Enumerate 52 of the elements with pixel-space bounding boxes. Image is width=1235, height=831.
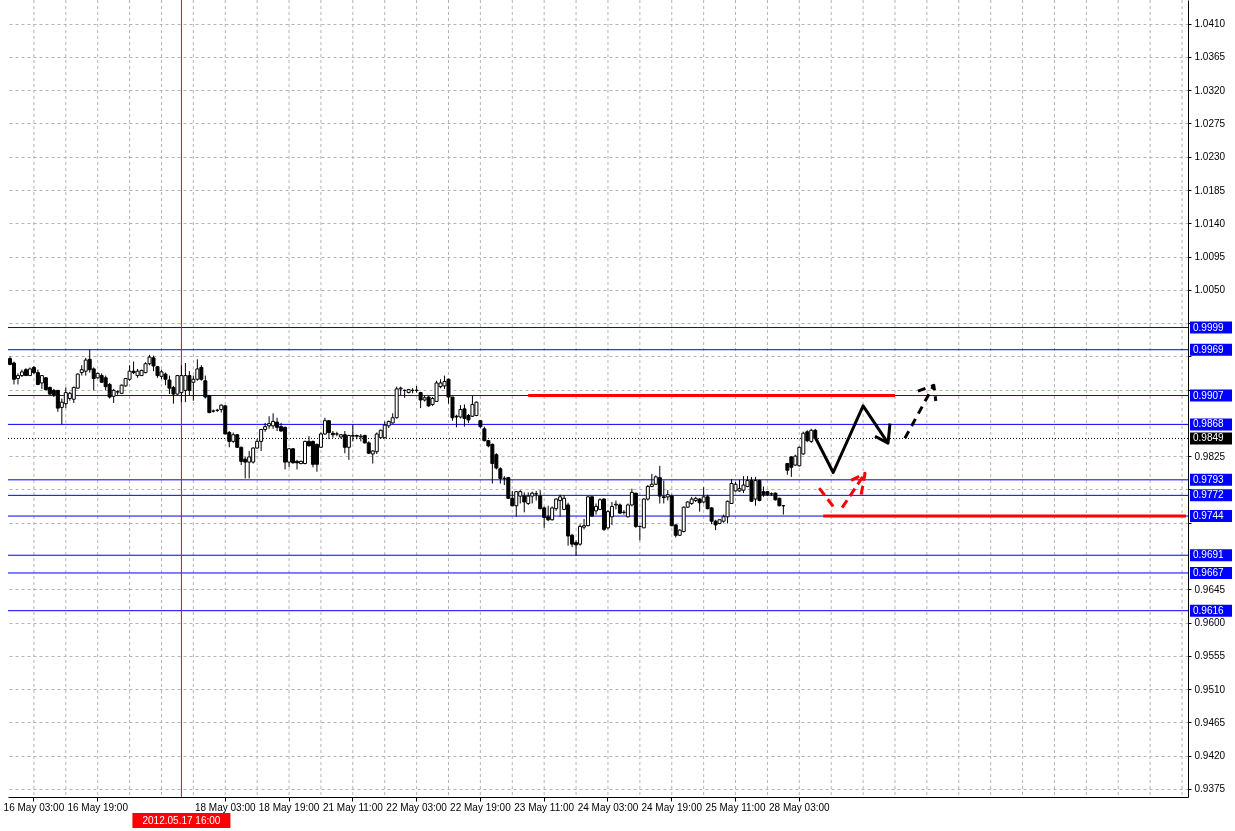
y-tick-label: 1.0185 <box>1194 184 1226 196</box>
y-tick-label: 0.9555 <box>1194 650 1226 662</box>
candlestick <box>609 501 614 526</box>
y-tick-label: 1.0365 <box>1194 51 1226 63</box>
y-tick-label: 0.9420 <box>1194 750 1226 762</box>
y-tick-label: 0.9510 <box>1194 683 1226 695</box>
x-tick-label: 18 May 03:00 <box>194 801 256 813</box>
x-tick-label: 24 May 03:00 <box>577 801 639 813</box>
y-tick-label: 0.9645 <box>1194 583 1226 595</box>
y-tick-label: 0.9600 <box>1194 617 1226 629</box>
x-tick-label: 24 May 19:00 <box>641 801 703 813</box>
x-tick-label: 23 May 11:00 <box>514 801 575 813</box>
candlestick <box>434 380 439 402</box>
candlestick <box>183 362 188 403</box>
candlestick <box>310 440 315 468</box>
x-tick-label: 25 May 11:00 <box>705 801 766 813</box>
x-tick-label: 22 May 19:00 <box>450 801 512 813</box>
candlestick <box>271 412 276 430</box>
candlestick <box>247 450 252 479</box>
y-tick-label: 1.0230 <box>1194 151 1226 163</box>
y-tick-label: 0.9375 <box>1194 783 1226 795</box>
ref-line-label: 0.9793 <box>1193 473 1225 485</box>
ref-line-label: 0.9744 <box>1193 510 1225 522</box>
y-tick-label: 1.0050 <box>1194 284 1226 296</box>
ref-line-label: 0.9999 <box>1193 321 1225 333</box>
candlestick <box>63 386 68 409</box>
ref-line-label: 0.9969 <box>1193 343 1225 355</box>
y-tick-label: 1.0320 <box>1194 84 1226 96</box>
y-tick-label: 0.9825 <box>1194 450 1226 462</box>
candlestick <box>179 364 184 403</box>
x-tick-label: 2012.05.17 16:00 <box>142 814 221 826</box>
y-tick-label: 1.0140 <box>1194 217 1226 229</box>
y-tick-label: 1.0095 <box>1194 251 1226 263</box>
y-tick-label: 1.0275 <box>1194 117 1226 129</box>
x-tick-label: 28 May 03:00 <box>769 801 831 813</box>
ref-line-label: 0.9907 <box>1193 389 1225 401</box>
ref-line-label: 0.9772 <box>1193 489 1225 501</box>
x-tick-label: 16 May 03:00 <box>3 801 65 813</box>
x-tick-label: 18 May 19:00 <box>258 801 320 813</box>
ref-line-label: 0.9691 <box>1193 549 1225 561</box>
candlestick <box>267 415 272 430</box>
ref-line-label: 0.9849 <box>1193 432 1225 444</box>
ref-line-label: 0.9868 <box>1193 418 1225 430</box>
x-tick-label: 22 May 03:00 <box>386 801 448 813</box>
y-tick-label: 1.0410 <box>1194 18 1226 30</box>
y-tick-label: 0.9465 <box>1194 716 1226 728</box>
x-tick-label: 16 May 19:00 <box>67 801 129 813</box>
ref-line-label: 0.9616 <box>1193 604 1225 616</box>
candlestick <box>661 480 666 504</box>
x-tick-label: 21 May 11:00 <box>322 801 384 813</box>
candlestick <box>187 370 192 397</box>
ref-line-label: 0.9667 <box>1193 566 1225 578</box>
